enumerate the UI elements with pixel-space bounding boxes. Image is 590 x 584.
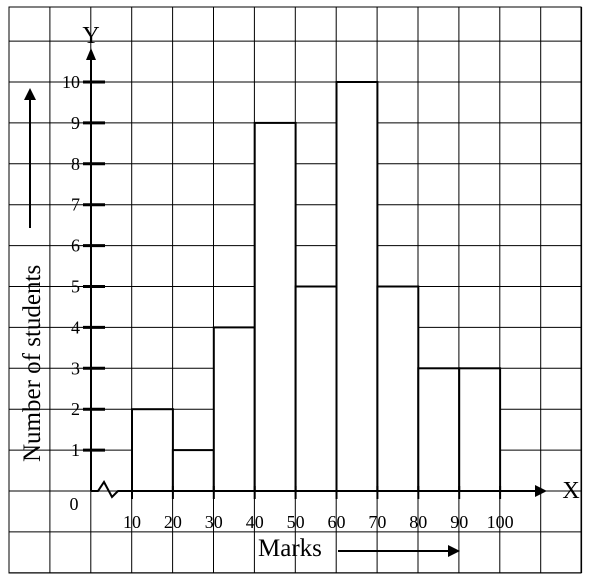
histogram-bar bbox=[171, 449, 215, 493]
y-tick-label: 2 bbox=[71, 399, 80, 419]
y-tick-label: 10 bbox=[62, 72, 80, 92]
x-tick-label: 60 bbox=[328, 512, 346, 532]
y-axis-title: Number of students bbox=[19, 265, 46, 462]
y-axis-title-arrowhead bbox=[24, 88, 36, 100]
bars bbox=[131, 81, 502, 493]
y-tick-label: 6 bbox=[71, 236, 80, 256]
histogram-bar bbox=[335, 81, 379, 492]
x-tick-label: 40 bbox=[246, 512, 264, 532]
x-tick-label: 30 bbox=[205, 512, 223, 532]
x-tick-label: 90 bbox=[450, 512, 468, 532]
x-axis-line bbox=[91, 480, 536, 499]
y-tick-label: 3 bbox=[71, 358, 80, 378]
y-tick-label: 1 bbox=[71, 440, 80, 460]
histogram-bar bbox=[131, 408, 174, 493]
x-axis-arrowhead bbox=[535, 485, 547, 497]
y-tick-label: 7 bbox=[71, 195, 80, 215]
x-axis-title-arrowhead bbox=[448, 545, 460, 557]
x-axis-letter: X bbox=[562, 478, 579, 504]
y-tick-label: 9 bbox=[71, 113, 80, 133]
x-tick-label: 50 bbox=[287, 512, 305, 532]
x-tick-label: 70 bbox=[368, 512, 386, 532]
y-axis-arrowhead bbox=[86, 48, 96, 60]
axes bbox=[86, 48, 547, 499]
histogram-bar bbox=[376, 285, 420, 492]
histogram-bar bbox=[417, 367, 461, 492]
origin-label: 0 bbox=[70, 494, 79, 514]
grid-border bbox=[8, 6, 582, 574]
y-axis-letter: Y bbox=[82, 23, 99, 49]
x-axis-title: Marks bbox=[258, 535, 322, 562]
histogram-bar bbox=[458, 367, 502, 492]
x-tick-label: 20 bbox=[164, 512, 182, 532]
y-tick-label: 5 bbox=[71, 277, 80, 297]
y-tick-label: 8 bbox=[71, 154, 80, 174]
x-tick-label: 100 bbox=[487, 512, 514, 532]
histogram-bar bbox=[253, 121, 297, 493]
x-tick-label: 10 bbox=[123, 512, 141, 532]
y-tick-label: 4 bbox=[71, 317, 80, 337]
histogram-bar bbox=[294, 285, 338, 492]
histogram-bar bbox=[212, 326, 256, 492]
x-tick-label: 80 bbox=[409, 512, 427, 532]
tick-labels: 1 2 3 4 5 6 7 8 9 10 10 20 30 40 50 60 70 80 90 100 bbox=[62, 72, 514, 532]
tick-marks bbox=[83, 80, 502, 499]
